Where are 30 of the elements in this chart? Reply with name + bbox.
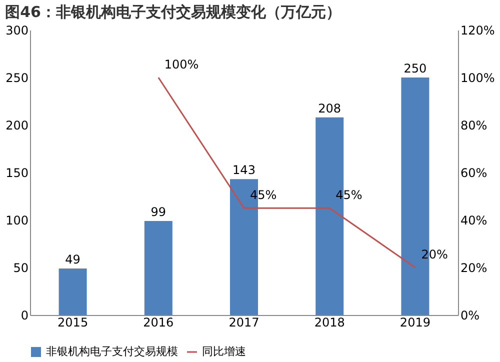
y2-tick-label: 80% (460, 118, 488, 132)
y2-tick-label: 100% (460, 71, 495, 85)
legend-label: 非银机构电子支付交易规模 (46, 345, 178, 358)
y-tick-label: 0 (20, 308, 28, 322)
x-tick-label: 2015 (58, 316, 88, 330)
y-tick-label: 300 (6, 24, 28, 38)
y2-tick-label: 120% (460, 24, 495, 38)
y-tick-label: 50 (13, 261, 28, 275)
x-tick-label: 2019 (400, 316, 430, 330)
y-tick-label: 250 (6, 71, 28, 85)
y-tick-label: 150 (6, 166, 28, 180)
chart-title: 图46：非银机构电子支付交易规模变化（万亿元） (5, 3, 341, 21)
x-tick-label: 2016 (143, 316, 174, 330)
bar (58, 268, 87, 315)
y2-tick-label: 40% (460, 214, 488, 228)
y2-tick-label: 0% (460, 308, 480, 322)
legend-label: 同比增速 (202, 345, 246, 358)
x-tick-label: 2017 (228, 316, 260, 330)
y2-tick-label: 60% (460, 166, 488, 180)
y-tick-label: 200 (6, 118, 28, 132)
data-label: 250 (404, 62, 427, 76)
data-label: 208 (318, 101, 342, 116)
data-label: 99 (150, 204, 166, 219)
data-label: 143 (232, 163, 256, 178)
bar (144, 220, 172, 315)
y-tick-label: 100 (6, 214, 28, 228)
data-label: 100% (164, 58, 199, 72)
y2-tick-label: 20% (460, 261, 488, 275)
x-tick-label: 2018 (314, 316, 345, 330)
data-label: 49 (65, 252, 80, 266)
